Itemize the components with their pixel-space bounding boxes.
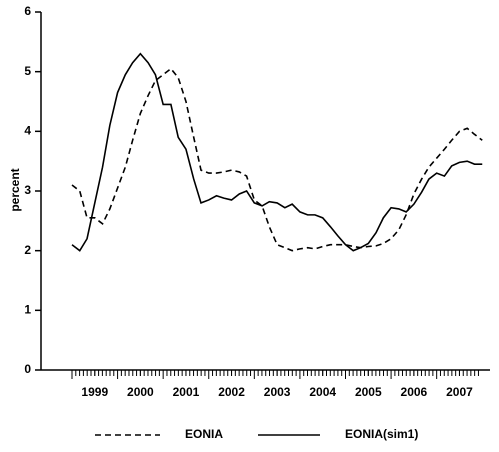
y-tick-label: 0 [24, 362, 31, 376]
x-tick-label: 2004 [309, 385, 336, 399]
x-tick-label: 1999 [81, 385, 108, 399]
y-tick-label: 1 [24, 303, 31, 317]
x-tick-label: 2003 [264, 385, 291, 399]
x-tick-label: 2006 [401, 385, 428, 399]
x-tick-label: 2007 [446, 385, 473, 399]
series-line [71, 52, 483, 252]
y-tick-label: 6 [24, 4, 31, 18]
x-tick-label: 2002 [218, 385, 245, 399]
y-tick-label: 5 [24, 64, 31, 78]
y-tick-label: 2 [24, 243, 31, 257]
y-tick-label: 3 [24, 183, 31, 197]
legend-label: EONIA [185, 427, 223, 441]
y-axis-label: percent [8, 168, 22, 211]
legend-label: EONIA(sim1) [345, 427, 418, 441]
series-line [71, 67, 483, 252]
x-tick-label: 2005 [355, 385, 382, 399]
y-tick-label: 4 [24, 124, 31, 138]
x-tick-label: 2001 [173, 385, 200, 399]
x-tick-label: 2000 [127, 385, 154, 399]
